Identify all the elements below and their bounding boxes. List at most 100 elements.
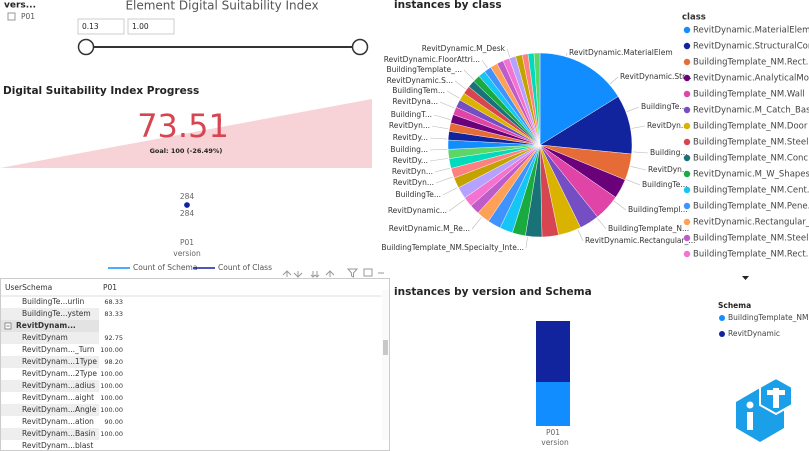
slice-label: BuildingT... xyxy=(391,110,432,119)
leader-line xyxy=(577,229,584,242)
slice-label: RevitDynamic.S... xyxy=(387,76,453,85)
x-axis-title: version xyxy=(173,249,201,258)
row-label: RevitDynam...blast xyxy=(22,441,93,450)
cell-value: 90.00 xyxy=(104,418,123,426)
data-label: 284 xyxy=(180,209,195,218)
leader-line xyxy=(463,69,475,80)
leader-line xyxy=(614,200,627,211)
leader-line xyxy=(448,199,465,212)
slice-label: RevitDynamic... xyxy=(388,206,447,215)
legend-label: RevitDynamic.M_W_Shapes xyxy=(693,170,809,180)
leader-line xyxy=(435,176,453,184)
slice-label: RevitDynamic.Rectangular_... xyxy=(585,236,696,245)
slice-label: RevitDyn... xyxy=(389,121,430,130)
legend-label: BuildingTemplate_NM.Rect... xyxy=(693,58,809,68)
point xyxy=(184,202,190,208)
leader-line xyxy=(446,90,460,99)
legend-label: Count of Schema xyxy=(133,263,197,272)
scroll-thumb[interactable] xyxy=(383,340,388,355)
legend-label: RevitDynamic.StructuralCon xyxy=(693,42,809,52)
legend-label: RevitDynamic.MaterialElem xyxy=(693,26,809,36)
leader-line xyxy=(471,217,482,230)
legend-dot xyxy=(683,58,691,66)
legend-dot xyxy=(683,154,691,162)
min-input[interactable] xyxy=(77,18,125,35)
data-label: 284 xyxy=(180,192,195,201)
row-band xyxy=(1,356,99,368)
legend-label: BuildingTemplate_NM.Steel... xyxy=(693,234,809,244)
row-band xyxy=(1,320,99,332)
visual-toolbar[interactable] xyxy=(282,268,384,278)
kpi-title: Digital Suitability Index Progress xyxy=(3,85,199,97)
pie-slice xyxy=(539,52,619,146)
row-label: RevitDynam xyxy=(22,333,68,342)
slice-label: RevitDy... xyxy=(393,133,428,142)
slice-label: Building... xyxy=(390,145,428,154)
scrollbar[interactable] xyxy=(382,290,389,440)
slider-handle[interactable] xyxy=(77,38,95,56)
checkbox[interactable] xyxy=(7,12,16,21)
legend-dot xyxy=(683,90,691,98)
slice-label: RevitDynamic.Str... xyxy=(620,72,692,81)
slice-label: BuildingTemplate_N... xyxy=(608,224,689,233)
leader-line xyxy=(429,148,448,151)
legend-more[interactable] xyxy=(742,276,749,280)
cell-value: 68.33 xyxy=(104,298,123,306)
max-value: 1.00 xyxy=(132,22,149,31)
chart-title: instances by version and Schema xyxy=(394,286,592,298)
leader-line xyxy=(506,48,511,58)
slice-label: RevitDyn... xyxy=(647,121,688,130)
legend-label: RevitDynamic xyxy=(728,329,780,338)
slice-label: RevitDyn... xyxy=(648,165,689,174)
leader-line xyxy=(429,158,449,162)
leader-line xyxy=(434,167,451,173)
row-label: BuildingTe...urlin xyxy=(22,297,85,306)
leader-line xyxy=(481,59,488,69)
row-group: RevitDynam... xyxy=(16,321,76,330)
leader-line xyxy=(632,151,649,154)
row-label: RevitDynam..._Turn xyxy=(22,345,95,354)
slicer-item[interactable]: P01 xyxy=(21,12,35,21)
row-label: RevitDynam...ation xyxy=(22,417,94,426)
legend-label: BuildingTemplate_NM.Conc... xyxy=(693,154,809,164)
pie-slice xyxy=(533,52,541,146)
cell-value: 100.00 xyxy=(100,394,123,402)
leader-line xyxy=(631,125,646,129)
leader-line xyxy=(439,101,455,109)
slider-handle[interactable] xyxy=(351,38,369,56)
slice-label: RevitDynamic.FloorAttri... xyxy=(384,55,480,64)
bar-segment xyxy=(536,321,570,383)
kpi-indicator: ! xyxy=(219,118,222,127)
row-band xyxy=(1,332,99,344)
row-band xyxy=(1,404,99,416)
x-tick-label: P01 xyxy=(180,238,194,247)
cell-value: 92.75 xyxy=(104,334,123,342)
kpi-goal: Goal: 100 (-26.49%) xyxy=(150,147,223,155)
slicer-title: vers... xyxy=(4,1,36,11)
leader-line xyxy=(630,166,647,171)
leader-line xyxy=(525,237,528,249)
kpi-value: 73.51 xyxy=(137,107,229,145)
legend-dot xyxy=(683,250,691,258)
legend-label: Count of Class xyxy=(218,263,272,272)
range-title: Element Digital Suitability Index xyxy=(125,0,318,13)
leader-line xyxy=(454,80,466,90)
chart-title: instances by class xyxy=(394,0,502,11)
slice-label: BuildingTemplate_NM.Specialty_Inte... xyxy=(381,243,524,252)
slice-label: RevitDynamic.M_Desk xyxy=(422,44,506,53)
cell-value: 100.00 xyxy=(100,430,123,438)
legend-dot xyxy=(683,138,691,146)
cell-value: 100.00 xyxy=(100,370,123,378)
slice-label: Building... xyxy=(650,148,688,157)
column-header: P01 xyxy=(103,283,117,292)
legend-dot xyxy=(683,122,691,130)
row-label: RevitDynam...1Type xyxy=(22,357,97,366)
slice-label: RevitDyna... xyxy=(392,97,438,106)
row-label: BuildingTe...ystem xyxy=(22,309,91,318)
leader-line xyxy=(609,76,619,85)
leader-line xyxy=(442,187,458,196)
max-input[interactable] xyxy=(127,18,175,35)
column-header: UserSchema xyxy=(5,283,52,292)
legend-dot xyxy=(719,315,725,321)
